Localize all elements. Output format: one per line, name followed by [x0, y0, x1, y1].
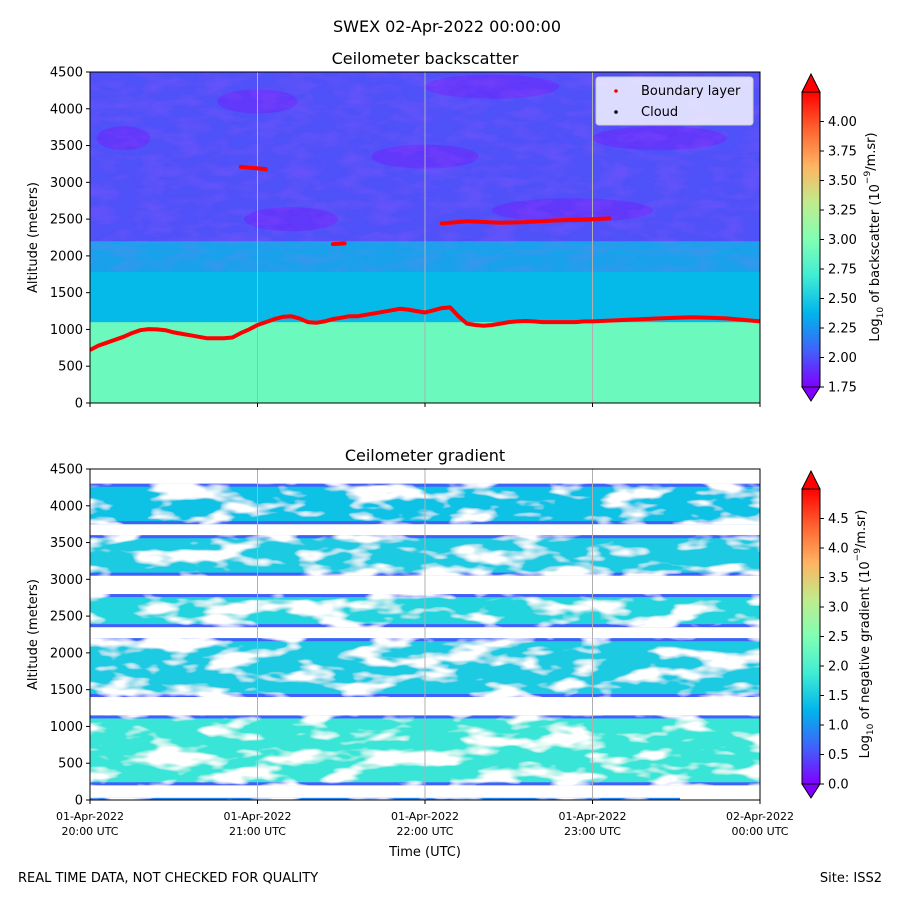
- xtick-time-label: 20:00 UTC: [61, 825, 118, 838]
- site-label: Site: ISS2: [820, 871, 882, 886]
- gradient-ylabel: Altitude (meters): [26, 579, 41, 690]
- colorbar-tick-label: 4.5: [828, 512, 849, 527]
- quality-note: REAL TIME DATA, NOT CHECKED FOR QUALITY: [18, 871, 318, 886]
- colorbar-tick-label: 3.75: [828, 145, 857, 160]
- colorbar-extend-max: [801, 72, 821, 93]
- gradient-colorbar-label: Log10 of negative gradient (10−9/m.sr): [853, 510, 876, 759]
- backscatter-legend: Boundary layer Cloud: [595, 76, 754, 126]
- backscatter-ytick-label: 4500: [50, 66, 83, 81]
- gradient-ytick-label: 0: [75, 794, 83, 809]
- colorbar-tick-label: 3.0: [828, 601, 849, 616]
- colorbar-tick-label: 1.75: [828, 381, 857, 396]
- gradient-field: [90, 469, 760, 800]
- xaxis-label: Time (UTC): [388, 845, 461, 860]
- boundary-layer-elevated-segment: [439, 216, 612, 226]
- backscatter-ytick-label: 3500: [50, 139, 83, 154]
- gradient-surface-strip: [90, 797, 680, 800]
- colorbar-tick-label: 3.5: [828, 571, 849, 586]
- colorbar-extend-min: [801, 783, 821, 799]
- xtick-date-label: 02-Apr-2022: [726, 810, 794, 823]
- gradient-colorbar: 0.0 0.5 1.0 1.5 2.0 2.5 3.0 3.5 4.0 4.5: [801, 469, 849, 799]
- gradient-ytick-label: 4500: [50, 463, 83, 478]
- xtick-date-label: 01-Apr-2022: [223, 810, 291, 823]
- colorbar-tick-label: 0.5: [828, 748, 849, 763]
- boundary-layer-elevated-segment: [238, 164, 268, 172]
- xtick-time-label: 00:00 UTC: [731, 825, 788, 838]
- colorbar-extend-min: [801, 386, 821, 402]
- gradient-ytick-label: 3500: [50, 536, 83, 551]
- colorbar-tick-label: 2.75: [828, 263, 857, 278]
- backscatter-ytick-label: 0: [75, 397, 83, 412]
- colorbar-tick-label: 2.00: [828, 351, 857, 366]
- xtick-time-label: 23:00 UTC: [564, 825, 621, 838]
- colorbar-tick-label: 3.00: [828, 233, 857, 248]
- xtick-date-label: 01-Apr-2022: [56, 810, 124, 823]
- backscatter-ytick-label: 2000: [50, 249, 83, 264]
- gradient-ytick-label: 2000: [50, 646, 83, 661]
- colorbar-tick-label: 4.00: [828, 115, 857, 130]
- colorbar-tick-label: 1.5: [828, 689, 849, 704]
- boundary-layer-legend-marker: [614, 89, 618, 93]
- backscatter-title: Ceilometer backscatter: [332, 49, 519, 68]
- xtick-date-label: 01-Apr-2022: [558, 810, 626, 823]
- gradient-ytick-label: 3000: [50, 573, 83, 588]
- colorbar-extend-max: [801, 469, 821, 490]
- colorbar-tick-label: 2.25: [828, 322, 857, 337]
- colorbar-tick-label: 2.50: [828, 292, 857, 307]
- backscatter-ylabel: Altitude (meters): [26, 182, 41, 293]
- backscatter-panel: Ceilometer backscatter 0 500 1000 1500 2000 2…: [26, 49, 886, 412]
- backscatter-colorbar-label: Log10 of backscatter (10−9/m.sr): [863, 132, 886, 341]
- colorbar-tick-label: 3.25: [828, 204, 857, 219]
- colorbar-tick-label: 2.5: [828, 630, 849, 645]
- backscatter-ytick-label: 1500: [50, 286, 83, 301]
- gradient-ytick-label: 1500: [50, 683, 83, 698]
- colorbar-tick-label: 0.0: [828, 778, 849, 793]
- backscatter-colorbar: 1.75 2.00 2.25 2.50 2.75 3.00 3.25 3.50 3.75 4.00: [801, 72, 857, 402]
- gradient-panel: Ceilometer gradient 0 500 1000 1500 2000 2500…: [26, 446, 876, 860]
- figure-suptitle: SWEX 02-Apr-2022 00:00:00: [333, 17, 561, 36]
- boundary-layer-line: [90, 305, 760, 352]
- xtick-time-label: 22:00 UTC: [396, 825, 453, 838]
- backscatter-ytick-label: 2500: [50, 213, 83, 228]
- colorbar-tick-label: 2.0: [828, 660, 849, 675]
- gradient-ytick-label: 4000: [50, 499, 83, 514]
- boundary-layer-elevated-segment: [330, 241, 347, 247]
- backscatter-ytick-label: 1000: [50, 323, 83, 338]
- backscatter-ytick-label: 500: [58, 360, 83, 375]
- xtick-time-label: 21:00 UTC: [229, 825, 286, 838]
- backscatter-ytick-label: 3000: [50, 176, 83, 191]
- gradient-ytick-label: 500: [58, 757, 83, 772]
- gradient-ytick-label: 1000: [50, 720, 83, 735]
- colorbar-tick-label: 3.50: [828, 174, 857, 189]
- boundary-layer-series: [90, 164, 760, 352]
- boundary-layer-legend-label: Boundary layer: [641, 84, 741, 99]
- backscatter-ytick-label: 4000: [50, 102, 83, 117]
- cloud-legend-label: Cloud: [641, 105, 678, 120]
- gradient-ytick-label: 2500: [50, 610, 83, 625]
- gradient-title: Ceilometer gradient: [345, 446, 505, 465]
- colorbar-gradient: [802, 489, 820, 784]
- xtick-date-label: 01-Apr-2022: [391, 810, 459, 823]
- colorbar-gradient: [802, 92, 820, 387]
- colorbar-tick-label: 4.0: [828, 542, 849, 557]
- cloud-legend-marker: [614, 110, 618, 114]
- colorbar-tick-label: 1.0: [828, 719, 849, 734]
